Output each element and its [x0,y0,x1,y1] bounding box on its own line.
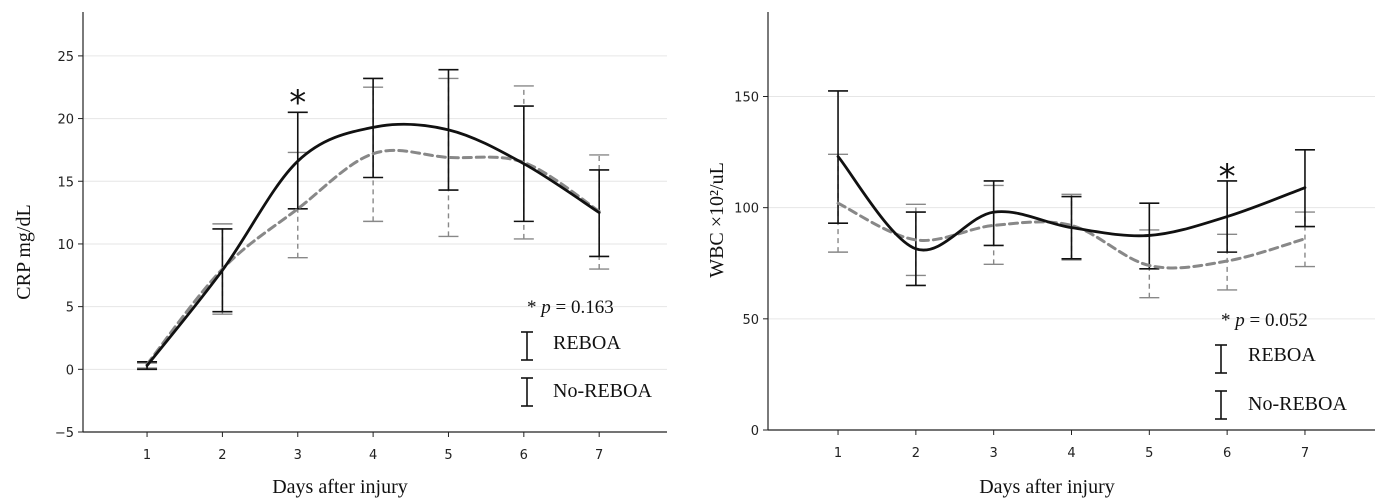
y-tick-label-2: 5 [66,301,74,316]
series-line-reboa [836,155,1307,252]
legend-label-1: No-REBOA [553,380,652,402]
p-value-text: = 0.052 [1245,310,1308,331]
legend-item-reboa: REBOA [1215,344,1316,374]
significance-marker-0: * [289,83,306,123]
y-tick-label-0: −5 [55,426,74,441]
p-value-note: * p = 0.052 [1221,310,1308,331]
legend-label-0: REBOA [553,332,621,354]
legend-item-no-reboa: No-REBOA [1215,390,1347,420]
y-tick-label-6: 25 [57,50,74,65]
p-value-note: * p = 0.163 [527,297,614,318]
wbc-chart: 0 50 100 150 1 2 3 4 5 6 7 Days after injury WBC ×10… [706,12,1375,498]
y-tick-label-1: 0 [66,363,74,378]
series-line-no-reboa [836,201,1307,270]
y-axis-label: CRP mg/dL [13,204,35,299]
series-line-reboa [145,122,601,367]
x-tick-label-4: 5 [444,448,452,463]
x-tick-label-4: 5 [1145,446,1153,461]
p-value-symbol: p [539,297,551,318]
x-tick-label-0: 1 [834,446,842,461]
crp-chart-panel: −5 0 5 10 15 20 25 1 2 3 4 5 6 7 Days after injury CRP … [13,12,667,498]
significance-marker-0: * [1219,157,1236,197]
y-tick-label-4: 15 [57,175,74,190]
x-tick-label-2: 3 [294,448,302,463]
y-axis-label: WBC ×10²/uL [706,162,728,278]
p-value-text: = 0.163 [551,297,614,318]
y-tick-label-3: 10 [57,238,74,253]
legend-item-reboa: REBOA [521,331,621,361]
x-tick-label-5: 6 [1223,446,1231,461]
p-value-prefix: * [527,297,541,318]
series-0-error-bars [828,90,1315,287]
y-tick-label-0: 0 [751,424,759,439]
x-tick-label-2: 3 [990,446,998,461]
x-tick-label-1: 2 [218,448,226,463]
x-tick-label-1: 2 [912,446,920,461]
y-tick-label-2: 100 [734,202,759,217]
legend-item-no-reboa: No-REBOA [521,377,652,407]
x-tick-label-3: 4 [369,448,377,463]
p-value-prefix: * [1221,310,1235,331]
legend-label-0: REBOA [1248,344,1316,366]
x-axis-label: Days after injury [979,476,1115,498]
x-axis-label: Days after injury [272,476,408,498]
x-tick-label-0: 1 [143,448,151,463]
y-tick-label-5: 20 [57,113,74,128]
x-tick-label-5: 6 [520,448,528,463]
y-tick-label-3: 150 [734,90,759,105]
legend-label-1: No-REBOA [1248,393,1347,415]
x-tick-label-6: 7 [595,448,603,463]
wbc-chart-panel: 0 50 100 150 1 2 3 4 5 6 7 Days after injury WBC ×10… [689,0,1378,504]
p-value-symbol: p [1233,310,1245,331]
y-tick-label-1: 50 [742,313,759,328]
crp-chart: −5 0 5 10 15 20 25 1 2 3 4 5 6 7 Days after injury CRP … [13,12,667,498]
x-tick-label-3: 4 [1067,446,1075,461]
x-tick-label-6: 7 [1301,446,1309,461]
